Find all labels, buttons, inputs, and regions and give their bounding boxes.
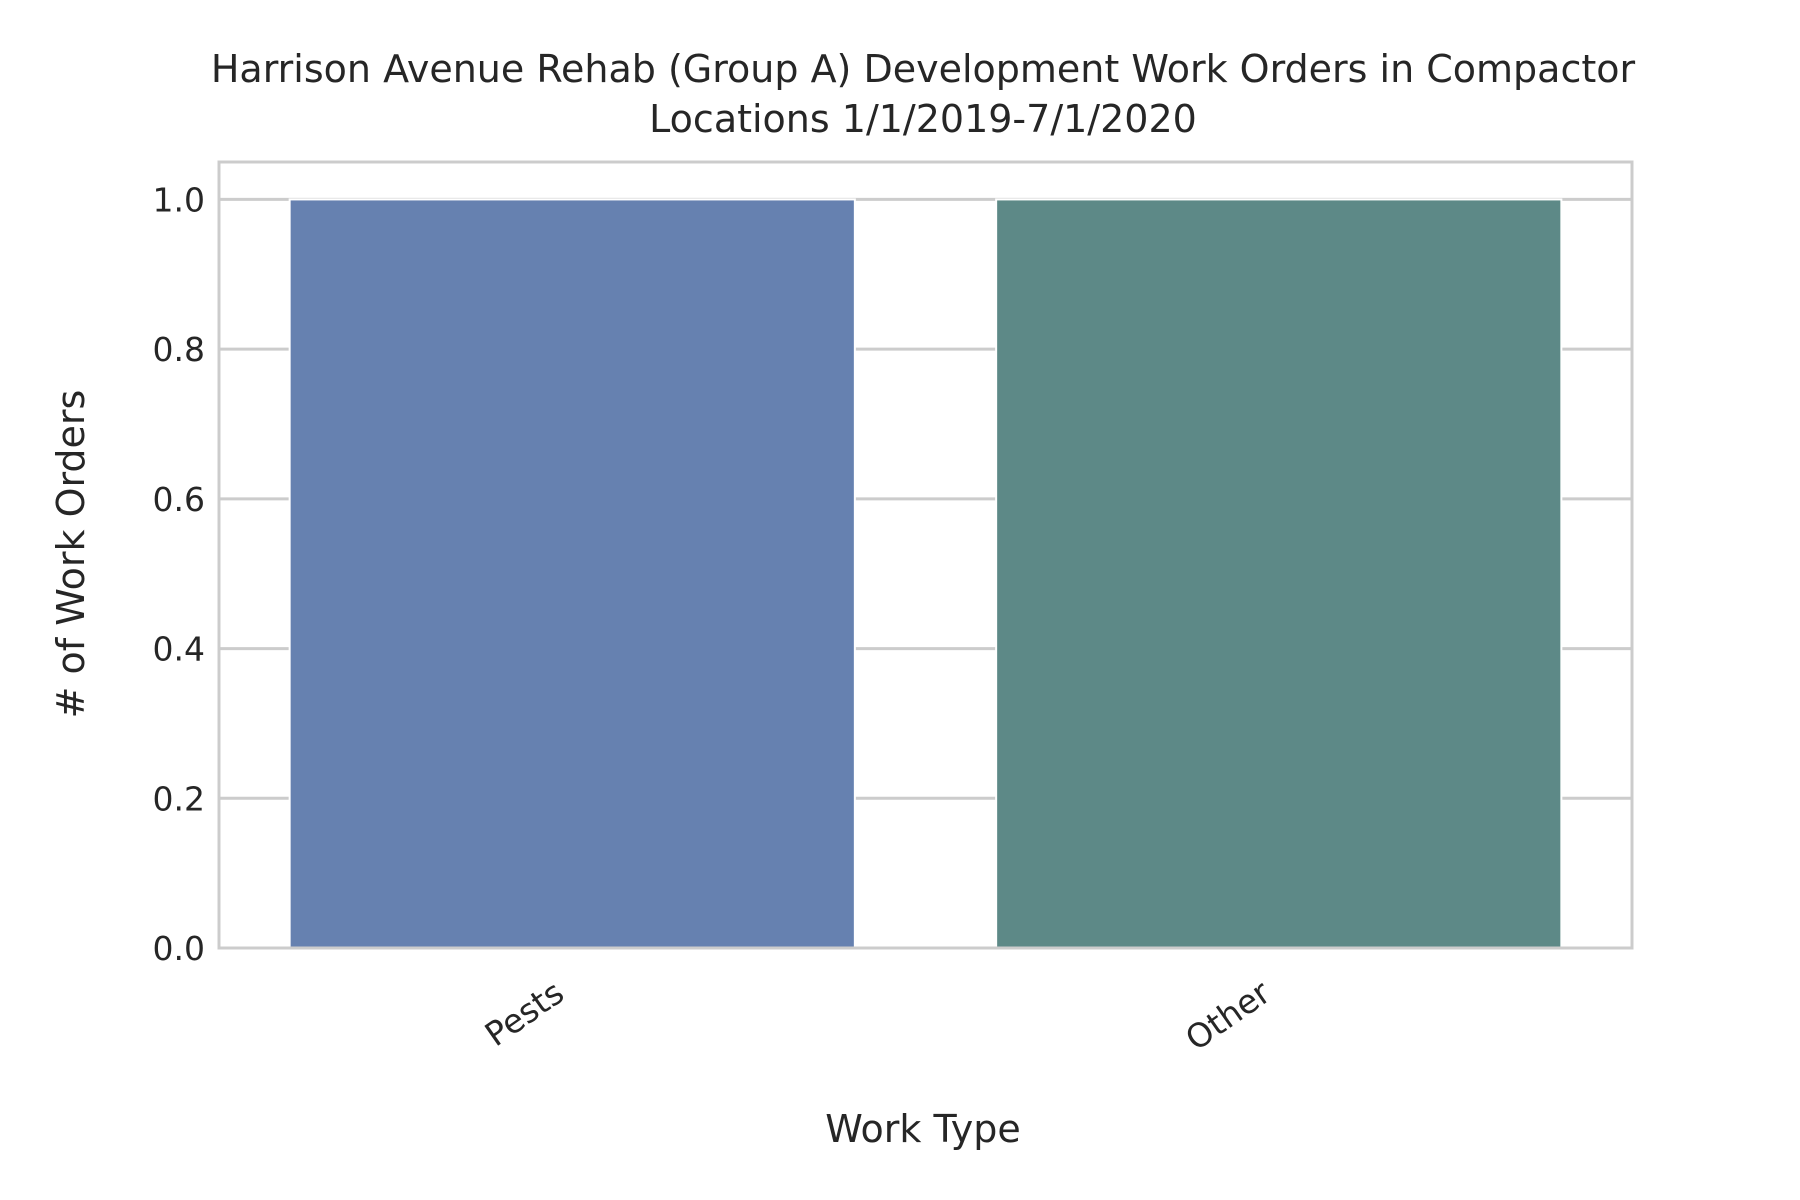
chart-title-line-2: Locations 1/1/2019-7/1/2020 <box>649 97 1197 141</box>
x-tick-label: Other <box>1178 972 1277 1058</box>
y-tick-label: 0.2 <box>153 779 205 818</box>
y-tick-label: 0.0 <box>153 929 205 968</box>
x-tick-labels: Pests Other <box>478 972 1278 1058</box>
y-axis-label: # of Work Orders <box>49 390 93 719</box>
y-tick-labels: 0.0 0.2 0.4 0.6 0.8 1.0 <box>153 180 205 968</box>
y-tick-label: 0.4 <box>153 630 205 669</box>
x-tick-label: Pests <box>478 973 571 1054</box>
x-axis-label: Work Type <box>825 1107 1021 1151</box>
bars <box>288 198 1563 949</box>
bar-other <box>995 198 1563 949</box>
plot-frame <box>217 160 1634 950</box>
y-tick-label: 0.6 <box>153 480 205 519</box>
y-tick-label: 0.8 <box>153 330 205 369</box>
bar-pests <box>288 198 856 949</box>
y-tick-label: 1.0 <box>153 180 205 219</box>
chart-title-line-1: Harrison Avenue Rehab (Group A) Developm… <box>211 47 1636 91</box>
